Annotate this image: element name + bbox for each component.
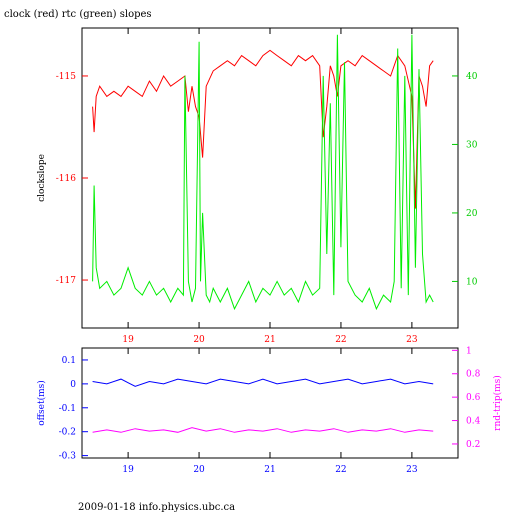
- y2-tick-label: 40: [466, 72, 478, 82]
- x-tick-label: 19: [122, 335, 134, 345]
- y-tick-label: -116: [56, 174, 76, 184]
- x-tick-label: 22: [335, 335, 346, 345]
- top-y-axis-label: clockslope: [37, 154, 47, 202]
- y2-tick-label: 0.8: [466, 370, 481, 380]
- y2-tick-label: 0.4: [466, 417, 481, 427]
- bottom-panel-frame: [81, 347, 459, 459]
- y-tick-label: 0.1: [62, 356, 76, 366]
- x-tick-label: 20: [193, 335, 205, 345]
- top-plot-area: 19 20 21 22 23 -115 -116 -117 40 30 20 10: [56, 28, 478, 345]
- series-line-roundtrip: [92, 427, 434, 433]
- bottom-plot-area: 19 20 21 22 23 0.1 0 -0.1 -0.2 -0.3 1 0.8 0.6 0.4 0.2: [59, 346, 481, 475]
- x-tick-label: 21: [264, 335, 275, 345]
- y-tick-label: -117: [56, 276, 76, 286]
- x-tick-label: 20: [193, 465, 205, 475]
- y2-tick-label: 0.6: [466, 393, 481, 403]
- y2-tick-label: 1: [466, 346, 472, 356]
- footer-label: 2009-01-18 info.physics.ubc.ca: [78, 502, 235, 512]
- x-tick-label: 22: [335, 465, 346, 475]
- series-line-clock: [92, 49, 434, 209]
- series-line-offset: [92, 378, 434, 387]
- y-tick-label: -115: [56, 72, 76, 82]
- y2-tick-label: 0.2: [466, 440, 480, 450]
- bottom-y2-axis-label: rnd-trip(ms): [492, 375, 503, 431]
- y2-tick-label: 30: [466, 140, 478, 150]
- x-tick-label: 19: [122, 465, 134, 475]
- y2-tick-label: 20: [466, 209, 478, 219]
- bottom-y-axis-label: offset(ms): [36, 380, 47, 426]
- y-tick-label: 0: [70, 380, 76, 390]
- x-tick-label: 21: [264, 465, 275, 475]
- y-tick-label: -0.3: [59, 452, 77, 462]
- x-tick-label: 23: [406, 335, 418, 345]
- chart-title: clock (red) rtc (green) slopes: [4, 9, 152, 20]
- y-tick-label: -0.1: [59, 404, 76, 414]
- x-tick-label: 23: [406, 465, 418, 475]
- y-tick-label: -0.2: [59, 428, 76, 438]
- y2-tick-label: 10: [466, 277, 478, 287]
- series-line-rtc: [92, 34, 434, 311]
